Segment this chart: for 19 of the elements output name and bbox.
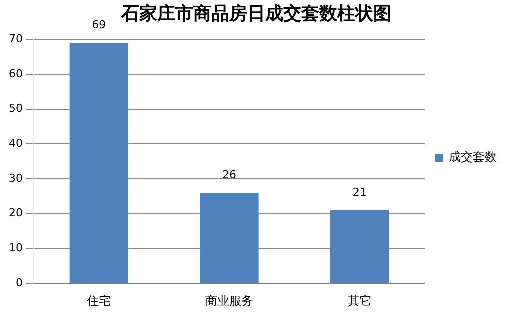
data-label: 21: [352, 186, 367, 199]
y-tick-label: 70: [8, 32, 23, 46]
x-tick-label: 其它: [348, 294, 372, 308]
y-tick-label: 0: [16, 276, 23, 290]
chart-title: 石家庄市商品房日成交套数柱状图: [120, 3, 392, 24]
y-tick-label: 30: [8, 172, 23, 185]
data-label: 26: [222, 168, 236, 182]
bar: [330, 210, 390, 284]
y-tick-label: 60: [8, 67, 23, 80]
bar: [70, 43, 128, 284]
x-tick-label: 商业服务: [206, 294, 254, 308]
legend-label: 成交套数: [449, 150, 497, 164]
y-tick-label: 40: [8, 137, 23, 150]
x-tick-label: 住宅: [86, 294, 112, 308]
y-tick-label: 10: [8, 242, 23, 255]
y-tick-label: 20: [8, 206, 23, 220]
bar: [200, 192, 259, 284]
data-label: 69: [92, 18, 106, 32]
y-tick-label: 50: [8, 102, 23, 116]
